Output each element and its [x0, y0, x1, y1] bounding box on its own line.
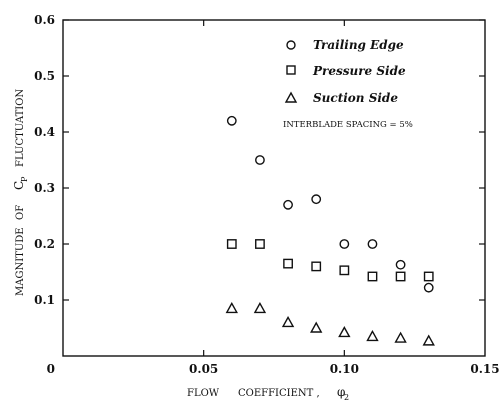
trailing-edge-point: [283, 199, 293, 210]
suction-side-point: [253, 301, 267, 314]
plot-frame: [62, 19, 486, 357]
pressure-side-point: [367, 271, 378, 282]
x-axis-label-subscript: 2: [344, 393, 349, 402]
y-axis-label-fluctuation: FLUCTUATION: [15, 89, 26, 167]
trailing-edge-point: [339, 239, 350, 249]
legend-label-suction-side: Suction Side: [313, 91, 398, 105]
suction-side-point: [394, 331, 407, 343]
y-tick-label: 0.4: [34, 125, 55, 139]
trailing-edge-point: [423, 282, 434, 293]
trailing-edge-point: [226, 115, 237, 126]
y-axis: 0.1 0.2 0.3 0.4 0.5 0.6: [34, 13, 485, 307]
y-axis-label-c: C: [12, 181, 26, 190]
pressure-side-point: [226, 239, 237, 249]
x-tick-label: 0: [47, 362, 55, 376]
y-axis-label-magnitude: MAGNITUDE: [15, 227, 26, 296]
suction-side-point: [338, 326, 351, 338]
x-axis-label-coefficient: COEFFICIENT ,: [238, 388, 320, 399]
y-tick-label: 0.1: [34, 293, 55, 307]
pressure-side-point: [423, 271, 434, 282]
x-tick-label: 0.10: [330, 362, 359, 376]
pressure-side-point: [311, 261, 322, 272]
pressure-side-point: [339, 265, 350, 276]
trailing-edge-point: [311, 194, 322, 205]
suction-side-point: [225, 301, 238, 314]
data-marks: [225, 115, 435, 346]
pressure-side-point: [255, 239, 265, 249]
x-tick-label: 0.05: [189, 362, 218, 376]
legend-triangle-marker: [284, 91, 298, 103]
pressure-side-point: [395, 271, 406, 282]
x-tick-label: 0.15: [470, 362, 499, 376]
interblade-spacing-note: INTERBLADE SPACING = 5%: [283, 120, 413, 130]
pressure-side-point: [283, 258, 293, 269]
y-tick-label: 0.2: [34, 237, 55, 251]
legend-circle-marker: [286, 40, 296, 50]
y-axis-label-of: OF: [15, 205, 26, 220]
suction-side-point: [366, 329, 379, 342]
legend-label-trailing-edge: Trailing Edge: [313, 38, 404, 52]
trailing-edge-point: [367, 239, 378, 249]
y-tick-label: 0.3: [34, 181, 55, 195]
suction-side-point: [422, 334, 435, 346]
legend: Trailing Edge Pressure Side Suction Side…: [283, 38, 413, 130]
legend-square-marker: [286, 65, 296, 75]
trailing-edge-point: [255, 155, 265, 165]
suction-side-point: [281, 315, 295, 328]
x-axis-label-flow: FLOW: [187, 388, 220, 399]
trailing-edge-point: [395, 259, 406, 270]
y-axis-label-subscript: P: [20, 176, 29, 182]
y-tick-label: 0.6: [34, 13, 55, 27]
suction-side-point: [310, 321, 323, 333]
legend-label-pressure-side: Pressure Side: [312, 64, 406, 78]
x-axis: 0 0.05 0.10 0.15: [47, 20, 500, 376]
x-axis-label-symbol: φ: [337, 385, 345, 399]
y-tick-label: 0.5: [34, 69, 55, 83]
